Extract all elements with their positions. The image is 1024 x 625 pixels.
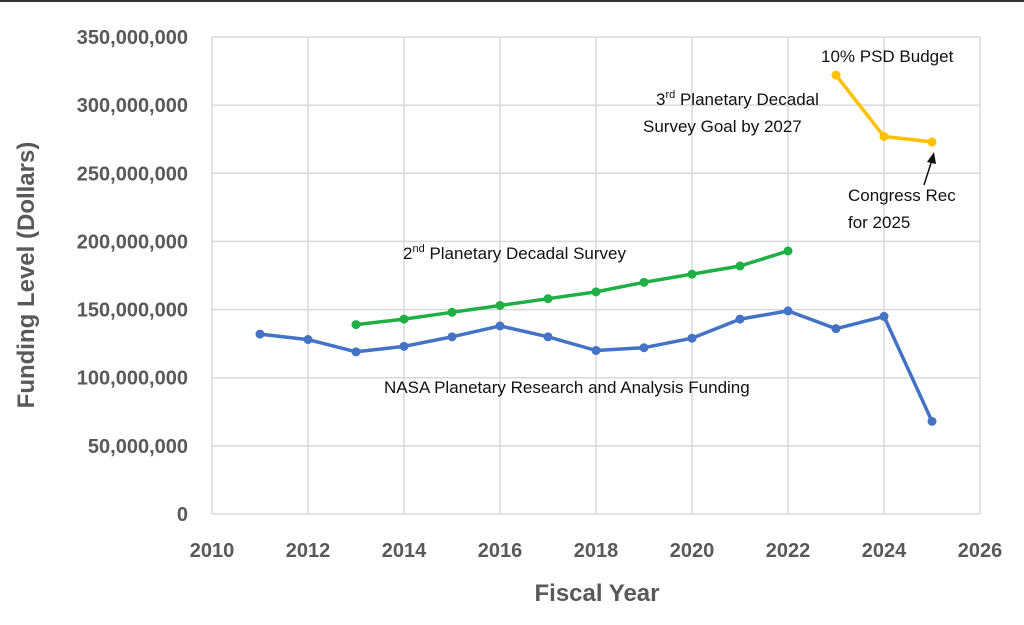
x-tick-label: 2020: [670, 540, 715, 562]
y-tick-label: 250,000,000: [77, 163, 188, 185]
data-point: [495, 321, 505, 331]
x-axis-title: Fiscal Year: [535, 580, 660, 607]
y-tick-labels: 0 50,000,000 100,000,000 150,000,000 200,000…: [77, 27, 188, 526]
congress-rec-label-line2: for 2025: [848, 213, 910, 232]
y-tick-label: 300,000,000: [77, 95, 188, 117]
data-point: [879, 131, 889, 141]
y-tick-label: 200,000,000: [77, 231, 188, 253]
data-point: [591, 287, 601, 297]
x-tick-label: 2016: [478, 540, 523, 562]
psd-budget-label: 10% PSD Budget: [821, 47, 954, 66]
x-tick-label: 2022: [766, 540, 811, 562]
series-line-2: [354, 249, 790, 327]
data-point: [351, 320, 361, 330]
gridlines: [211, 36, 981, 515]
data-point: [687, 269, 697, 279]
yellow-series-label-line2: Survey Goal by 2027: [643, 117, 802, 136]
y-axis-title: Funding Level (Dollars): [13, 142, 40, 409]
green-series-label: 2nd Planetary Decadal Survey: [403, 243, 626, 263]
yellow-series-label-line1: 3rd Planetary Decadal: [656, 89, 819, 109]
data-point: [831, 70, 841, 80]
data-point: [639, 277, 649, 287]
y-tick-label: 150,000,000: [77, 300, 188, 322]
data-point: [495, 300, 505, 310]
y-tick-label: 350,000,000: [77, 27, 188, 49]
data-point: [543, 332, 553, 342]
x-tick-labels: 2010 2012 2014 2016 2018 2020 2022 2024 2026: [190, 540, 1003, 562]
x-tick-label: 2010: [190, 540, 235, 562]
x-tick-label: 2018: [574, 540, 619, 562]
data-point: [879, 311, 889, 321]
data-point: [399, 314, 409, 324]
top-border: [0, 0, 1024, 2]
y-tick-label: 50,000,000: [88, 436, 188, 458]
data-point: [351, 347, 361, 357]
data-point: [687, 333, 697, 343]
data-point: [639, 343, 649, 353]
data-point: [447, 307, 457, 317]
congress-rec-label-line1: Congress Rec: [848, 186, 956, 205]
data-point: [399, 341, 409, 351]
x-tick-label: 2014: [382, 540, 427, 562]
y-tick-label: 0: [177, 504, 188, 526]
data-point: [927, 416, 937, 426]
data-point: [831, 324, 841, 334]
series-lines: [255, 70, 937, 426]
blue-series-label: NASA Planetary Research and Analysis Fun…: [384, 378, 750, 397]
x-tick-label: 2024: [862, 540, 907, 562]
data-point: [591, 345, 601, 355]
congress-arrow: [923, 152, 936, 186]
data-point: [255, 329, 265, 339]
data-point: [783, 246, 793, 256]
x-tick-label: 2026: [958, 540, 1003, 562]
data-point: [735, 314, 745, 324]
data-point: [543, 294, 553, 304]
data-point: [735, 261, 745, 271]
data-point: [447, 332, 457, 342]
x-tick-label: 2012: [286, 540, 331, 562]
data-point: [303, 335, 313, 345]
y-tick-label: 100,000,000: [77, 368, 188, 390]
data-point: [927, 137, 937, 147]
data-point: [783, 306, 793, 316]
